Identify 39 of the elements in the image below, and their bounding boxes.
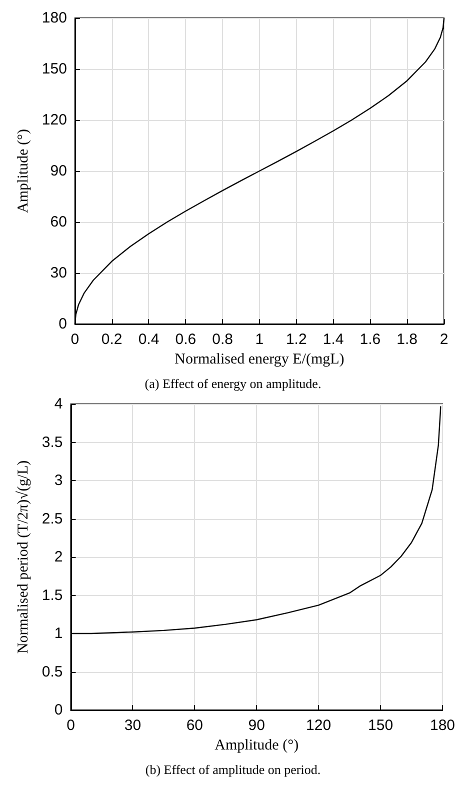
y-axis-title: Amplitude (°) <box>16 129 32 213</box>
x-tick-label: 1.6 <box>360 331 381 348</box>
y-tick-label: 150 <box>42 60 67 78</box>
y-tick-label: 2 <box>54 548 63 566</box>
y-tick-label: 0 <box>54 702 63 718</box>
y-tick-label: 1.5 <box>42 586 63 604</box>
x-tick-label: 1 <box>255 331 264 348</box>
x-tick-label: 0.6 <box>175 331 196 348</box>
x-tick-label: 90 <box>248 717 265 734</box>
y-tick-label: 0 <box>58 316 67 332</box>
y-tick-label: 30 <box>50 264 67 282</box>
x-tick-label: 30 <box>124 717 142 734</box>
y-tick-label: 180 <box>42 10 67 26</box>
x-tick-label: 0.4 <box>138 331 160 348</box>
y-tick-label: 3 <box>54 472 63 489</box>
y-tick-label: 60 <box>50 214 67 230</box>
x-tick-label: 0.8 <box>212 331 233 348</box>
x-tick-label: 180 <box>430 717 455 734</box>
y-tick-label: 4 <box>54 396 63 412</box>
text: (a) Effect of energy on amplitude. <box>144 376 322 391</box>
y-tick-label: 90 <box>50 162 67 180</box>
x-tick-label: 150 <box>368 717 394 734</box>
x-tick-label: 1.8 <box>396 331 418 348</box>
y-tick-label: 2.5 <box>42 510 63 528</box>
x-tick-label: 1.2 <box>286 331 307 348</box>
y-axis-title: Normalised period (T/2π)√(g/L) <box>16 460 32 654</box>
x-tick-label: 1.4 <box>322 331 344 348</box>
y-tick-label: 3.5 <box>42 434 63 451</box>
x-tick-label: 60 <box>186 717 204 734</box>
x-tick-label: 120 <box>306 717 332 734</box>
y-tick-label: 0.5 <box>42 663 63 680</box>
x-axis-title: Normalised energy E/(mgL) <box>174 351 344 368</box>
y-tick-label: 120 <box>42 112 67 128</box>
text: (b) Effect of amplitude on period. <box>145 762 321 777</box>
x-tick-label: 0 <box>70 331 80 348</box>
y-tick-label: 1 <box>54 625 63 642</box>
x-tick-label: 2 <box>440 331 448 348</box>
x-axis-title: Amplitude (°) <box>214 737 299 754</box>
x-tick-label: 0.2 <box>101 331 122 348</box>
